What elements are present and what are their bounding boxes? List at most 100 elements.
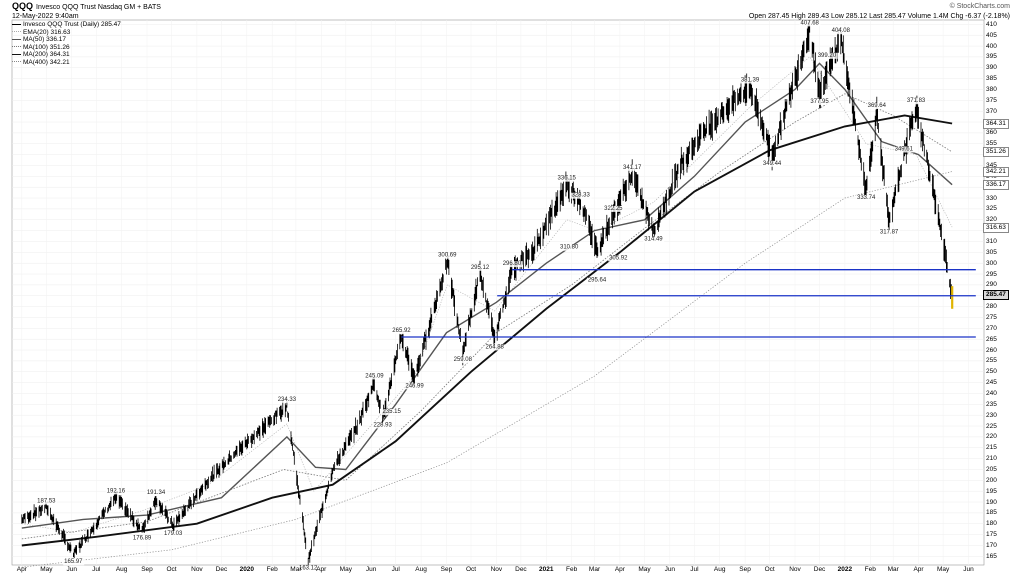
legend-swatch	[12, 38, 21, 40]
x-tick-label: Aug	[713, 566, 726, 573]
y-tick-label: 320	[986, 216, 997, 224]
price-annotation: 317.87	[880, 229, 899, 235]
annotation-bg	[622, 164, 644, 171]
legend-item: MA(50) 336.17	[12, 36, 66, 43]
price-annotation: 305.92	[609, 255, 628, 261]
ma-value-badge: 336.17	[983, 180, 1009, 191]
price-annotation: 245.09	[365, 373, 384, 379]
chart-title: Invesco QQQ Trust Nasdaq GM + BATS	[36, 4, 161, 11]
x-tick-label: Aug	[415, 566, 427, 573]
watermark: © StockCharts.com	[949, 3, 1010, 10]
price-annotation: 404.08	[832, 28, 851, 34]
annotation-bg	[452, 357, 474, 364]
y-tick-label: 290	[986, 281, 997, 289]
annotation-bg	[866, 102, 888, 109]
annotation-bg	[381, 408, 403, 415]
y-tick-label: 220	[986, 433, 997, 441]
price-annotation: 264.88	[486, 344, 505, 350]
price-annotation: 179.03	[164, 531, 183, 537]
price-annotation: 176.89	[133, 535, 152, 541]
x-tick-label: Jul	[391, 566, 400, 573]
x-tick-label: Apr	[316, 566, 327, 573]
quote-line: Open 287.45 High 289.43 Low 285.12 Last …	[748, 13, 1010, 20]
annotation-bg	[878, 229, 900, 236]
annotation-bg	[131, 535, 153, 542]
x-tick-label: Dec	[813, 566, 826, 573]
price-annotation: 369.64	[868, 103, 887, 109]
ma-value-badge: 316.63	[983, 222, 1009, 233]
x-tick-label: Dec	[215, 566, 228, 573]
annotation-bg	[364, 373, 386, 380]
price-annotation: 349.44	[763, 161, 782, 167]
x-tick-label: Nov	[490, 566, 503, 573]
y-tick-label: 230	[986, 411, 997, 419]
x-tick-label: Oct	[764, 566, 775, 573]
y-tick-label: 270	[986, 324, 997, 332]
legend-swatch	[12, 53, 21, 55]
y-tick-label: 280	[986, 303, 997, 311]
x-tick-label: Feb	[566, 566, 578, 573]
x-tick-label: Sep	[440, 566, 453, 573]
annotation-bg	[163, 530, 185, 537]
x-tick-label: Mar	[290, 566, 302, 573]
y-tick-label: 180	[986, 520, 997, 528]
annotation-bg	[276, 396, 298, 403]
x-tick-label: Apr	[913, 566, 924, 573]
y-tick-label: 205	[986, 465, 997, 473]
legend-item: MA(100) 351.26	[12, 44, 70, 51]
price-annotation: 163.12	[299, 565, 318, 571]
y-tick-label: 345	[986, 161, 997, 169]
annotation-bg	[816, 52, 838, 59]
legend-swatch	[12, 23, 21, 25]
ma-line-ema20	[21, 56, 953, 533]
y-tick-label: 240	[986, 389, 997, 397]
y-tick-label: 390	[986, 64, 997, 72]
x-tick-label: Jun	[664, 566, 676, 573]
annotation-bg	[391, 328, 413, 335]
price-series	[21, 21, 954, 566]
price-annotation: 371.83	[907, 98, 926, 104]
price-annotation: 165.97	[64, 559, 83, 565]
y-tick-label: 215	[986, 444, 997, 452]
x-tick-label: Jun	[365, 566, 377, 573]
annotation-bg	[856, 194, 878, 201]
y-tick-label: 400	[986, 42, 997, 50]
legend-item: MA(400) 342.21	[12, 59, 70, 66]
y-tick-label: 190	[986, 498, 997, 506]
y-tick-label: 305	[986, 248, 997, 256]
annotation-bg	[830, 28, 852, 35]
y-tick-label: 210	[986, 455, 997, 463]
y-tick-label: 250	[986, 368, 997, 376]
x-tick-label: Apr	[614, 566, 625, 573]
annotation-bg	[63, 559, 85, 566]
y-tick-label: 195	[986, 487, 997, 495]
x-tick-label: Apr	[16, 566, 27, 573]
symbol: QQQ	[12, 1, 34, 11]
x-tick-label: May	[638, 566, 651, 573]
annotation-bg	[643, 236, 665, 243]
annotation-bg	[559, 244, 581, 251]
x-tick-label: Mar	[887, 566, 899, 573]
annotation-bg	[905, 98, 927, 105]
y-tick-label: 355	[986, 140, 997, 148]
last-price-badge: 285.47	[983, 290, 1009, 301]
ma-line-ma200	[21, 114, 953, 547]
y-tick-label: 395	[986, 53, 997, 61]
price-annotation: 336.15	[558, 176, 577, 182]
x-tick-label: Jun	[963, 566, 974, 573]
legend-label: MA(50) 336.17	[23, 36, 66, 43]
legend-label: MA(100) 351.26	[23, 43, 70, 51]
legend-label: Invesco QQQ Trust (Daily) 285.47	[23, 21, 121, 28]
legend-label: EMA(20) 316.63	[23, 28, 71, 36]
annotation-bg	[739, 77, 761, 84]
price-annotation: 377.95	[810, 99, 829, 105]
annotation-bg	[484, 344, 506, 351]
annotation-bg	[556, 175, 578, 182]
y-tick-label: 370	[986, 107, 997, 115]
x-tick-label: May	[40, 566, 53, 573]
ma-line-ma50	[21, 62, 953, 529]
price-annotation: 235.15	[382, 409, 401, 415]
x-tick-label: Aug	[115, 566, 128, 573]
price-annotation: 333.74	[857, 195, 876, 201]
